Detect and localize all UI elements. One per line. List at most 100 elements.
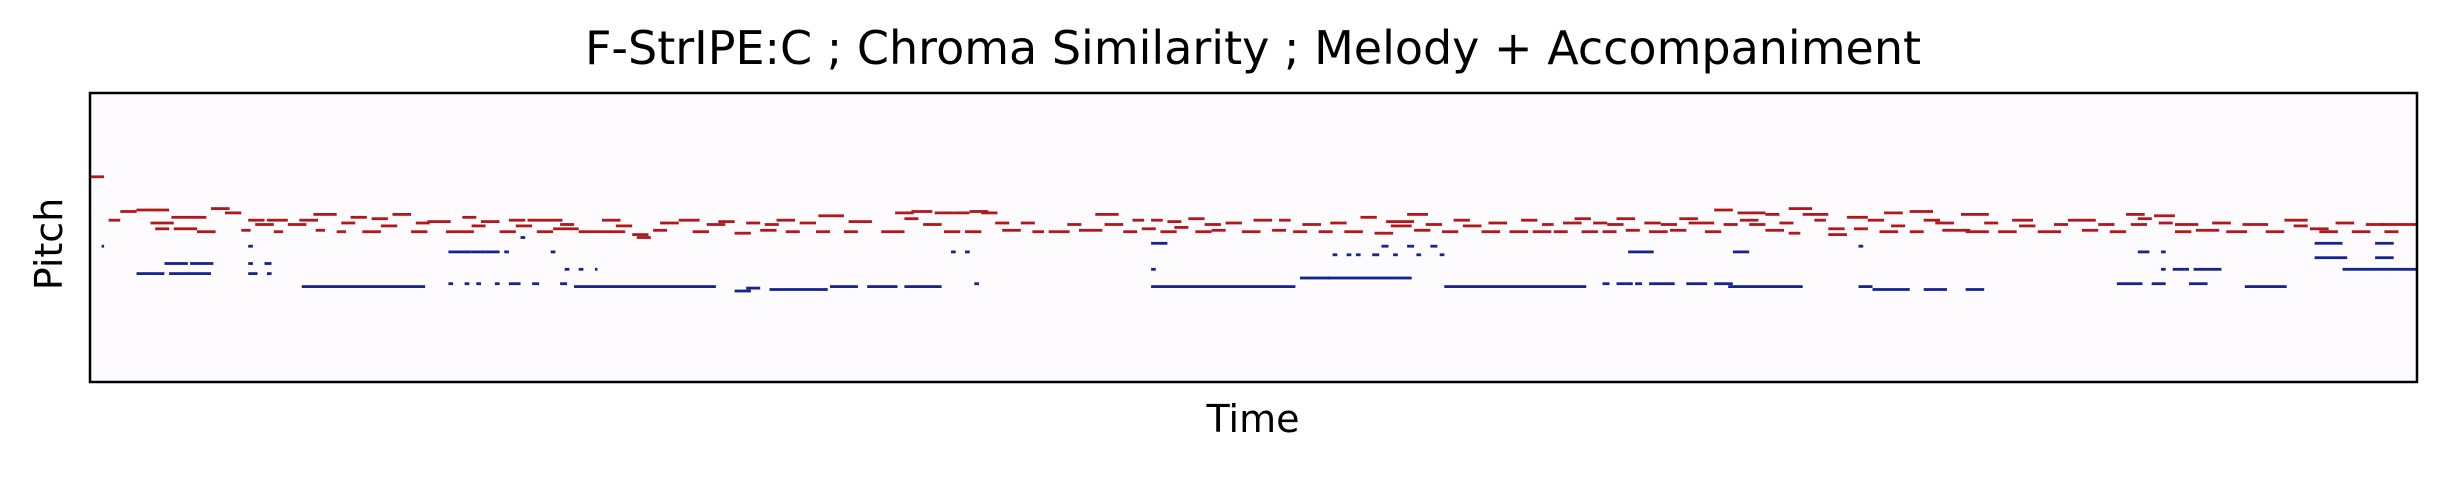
melody-note bbox=[1330, 221, 1347, 225]
accompaniment-note bbox=[1649, 282, 1675, 286]
accompaniment-note bbox=[2184, 267, 2189, 271]
accompaniment-note bbox=[867, 285, 898, 288]
accompaniment-note bbox=[2189, 282, 2208, 286]
melody-note bbox=[934, 211, 954, 215]
melody-note bbox=[1067, 223, 1082, 226]
melody-note bbox=[895, 211, 914, 215]
melody-note bbox=[1174, 226, 1189, 229]
melody-note bbox=[632, 233, 649, 236]
melody-note bbox=[2319, 230, 2338, 234]
melody-note bbox=[136, 208, 170, 212]
melody-note bbox=[446, 230, 474, 234]
melody-note bbox=[1211, 228, 1226, 232]
accompaniment-note bbox=[2342, 267, 2417, 271]
accompaniment-note bbox=[2193, 267, 2222, 271]
melody-note bbox=[1814, 218, 1826, 222]
melody-note bbox=[1891, 224, 1906, 228]
melody-note bbox=[341, 221, 356, 225]
melody-note bbox=[90, 175, 104, 179]
melody-note bbox=[1407, 213, 1428, 216]
melody-note bbox=[2310, 227, 2329, 231]
melody-note bbox=[760, 228, 777, 232]
melody-note bbox=[601, 218, 621, 222]
accompaniment-note bbox=[1416, 253, 1422, 257]
melody-note bbox=[315, 228, 325, 232]
melody-note bbox=[923, 223, 942, 226]
melody-note bbox=[1998, 230, 2017, 234]
accompaniment-note bbox=[1602, 282, 1610, 286]
melody-note bbox=[1481, 230, 1501, 234]
accompaniment-note bbox=[471, 250, 486, 254]
melody-note bbox=[799, 221, 816, 225]
accompaniment-note bbox=[595, 267, 598, 271]
melody-note bbox=[881, 230, 905, 234]
accompaniment-note bbox=[101, 244, 105, 248]
accompaniment-note bbox=[1151, 267, 1156, 271]
melody-note bbox=[678, 218, 700, 222]
accompaniment-note bbox=[1858, 285, 1873, 288]
melody-note bbox=[1679, 217, 1698, 221]
accompaniment-note bbox=[1728, 285, 1803, 288]
melody-note bbox=[692, 230, 709, 234]
melody-note bbox=[1141, 227, 1156, 231]
melody-note bbox=[1390, 224, 1412, 228]
accompaniment-note bbox=[746, 286, 761, 290]
melody-note bbox=[1204, 223, 1221, 226]
chart-title: F-StrIPE:C ; Chroma Similarity ; Melody … bbox=[585, 21, 1921, 75]
melody-note bbox=[1542, 223, 1554, 226]
melody-note bbox=[1225, 221, 1242, 225]
melody-note bbox=[1788, 231, 1801, 235]
melody-note bbox=[1607, 223, 1624, 226]
accompaniment-note bbox=[2151, 282, 2166, 286]
melody-note bbox=[981, 211, 998, 215]
melody-note bbox=[1344, 230, 1363, 234]
melody-note bbox=[427, 220, 451, 223]
accompaniment-note bbox=[1393, 276, 1412, 280]
accompaniment-note bbox=[904, 285, 942, 288]
melody-note bbox=[1272, 228, 1287, 232]
melody-note bbox=[553, 227, 579, 231]
melody-note bbox=[1553, 230, 1568, 234]
melody-note bbox=[1802, 213, 1829, 216]
accompaniment-note bbox=[1332, 253, 1338, 257]
accompaniment-note bbox=[1300, 276, 1331, 280]
melody-note bbox=[1960, 213, 1989, 216]
melody-note bbox=[248, 218, 265, 222]
accompaniment-note bbox=[1381, 244, 1389, 248]
melody-note bbox=[2195, 228, 2220, 232]
melody-note bbox=[173, 227, 198, 231]
melody-note bbox=[911, 210, 933, 213]
melody-note bbox=[1360, 215, 1377, 219]
accompaniment-note bbox=[453, 250, 472, 254]
accompaniment-note bbox=[1858, 244, 1864, 248]
melody-note bbox=[1095, 213, 1119, 216]
accompaniment-note bbox=[951, 250, 956, 254]
accompaniment-note bbox=[1444, 285, 1587, 288]
melody-note bbox=[1625, 228, 1640, 232]
y-axis-label: Pitch bbox=[27, 198, 71, 291]
melody-note bbox=[653, 228, 668, 232]
accompaniment-note bbox=[164, 262, 188, 265]
melody-note bbox=[211, 207, 230, 210]
accompaniment-note bbox=[248, 272, 258, 275]
melody-note bbox=[1909, 210, 1933, 213]
melody-note bbox=[362, 230, 381, 234]
melody-note bbox=[1132, 218, 1145, 222]
melody-note bbox=[2037, 230, 2061, 234]
accompaniment-note bbox=[1965, 288, 1985, 291]
accompaniment-note bbox=[974, 282, 979, 286]
melody-note bbox=[2175, 223, 2199, 226]
accompaniment-note bbox=[169, 272, 211, 275]
melody-note bbox=[1593, 221, 1608, 225]
accompaniment-note bbox=[1616, 282, 1626, 286]
melody-note bbox=[2109, 230, 2127, 234]
melody-note bbox=[1020, 221, 1035, 225]
plot-background bbox=[90, 93, 2417, 382]
melody-note bbox=[371, 217, 388, 221]
melody-note bbox=[1688, 221, 1715, 225]
melody-note bbox=[615, 224, 633, 228]
melody-note bbox=[995, 221, 1010, 225]
melody-note bbox=[734, 231, 751, 235]
melody-note bbox=[225, 211, 242, 215]
accompaniment-note bbox=[2375, 241, 2394, 245]
